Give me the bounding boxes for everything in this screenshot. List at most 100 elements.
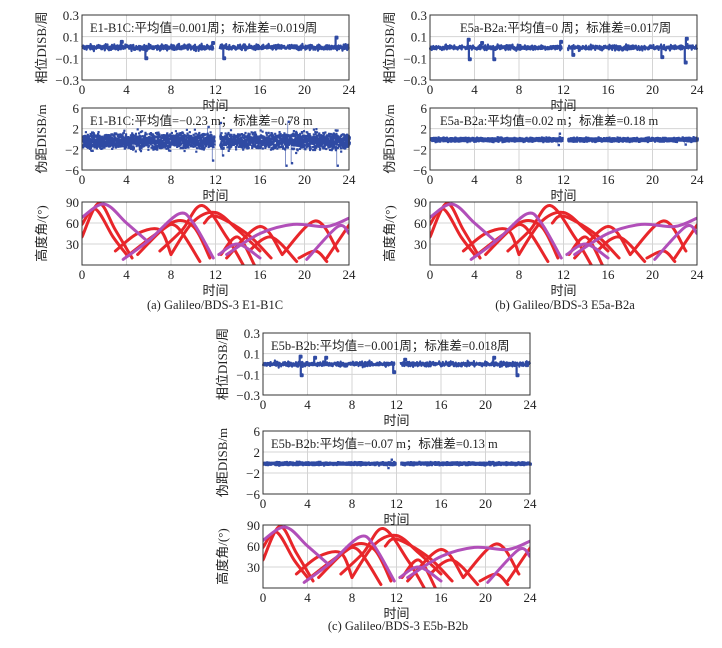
y-tick-label: 90 — [66, 195, 79, 210]
y-tick-label: 60 — [247, 539, 260, 554]
stats-annotation: E5b-B2b:平均值=−0.07 m；标准差=0.13 m — [271, 436, 498, 451]
y-tick-label: 2 — [421, 122, 428, 137]
plot-frame — [262, 524, 531, 589]
y-tick-label: −6 — [65, 163, 79, 178]
y-tick-label: 0.1 — [244, 347, 260, 362]
y-tick-label: 60 — [414, 216, 427, 231]
stats-annotation: E5a-B2a:平均值=0 周；标准差=0.017周 — [460, 20, 671, 35]
galileo-elevation-track — [461, 227, 521, 256]
figure-caption: (b) Galileo/BDS-3 E5a-B2a — [495, 298, 635, 312]
elevation-subplot: 0 4 8 12 16 20 24 90 60 30 高度角/(°) 时间 — [382, 195, 704, 298]
x-tick-label: 4 — [471, 267, 478, 282]
y-tick-label: 2 — [254, 445, 261, 460]
x-tick-label: 8 — [516, 267, 523, 282]
bds-elevation-track — [121, 211, 215, 261]
galileo-elevation-track — [550, 214, 621, 260]
y-tick-label: −0.3 — [403, 73, 427, 88]
x-tick-label: 0 — [260, 496, 267, 511]
galileo-elevation-track — [428, 558, 480, 586]
bds-elevation-track — [398, 565, 443, 583]
x-tick-label: 12 — [390, 496, 403, 511]
elevation-tracks — [263, 525, 530, 588]
bds-elevation-track — [263, 525, 329, 565]
y-axis-label: 相位DISB/周 — [382, 11, 397, 83]
bds-elevation-track — [406, 539, 530, 579]
x-tick-label: 0 — [79, 267, 86, 282]
x-tick-label: 8 — [349, 496, 356, 511]
stats-annotation: E1-B1C:平均值=0.001周；标准差=0.019周 — [90, 20, 317, 35]
x-tick-label: 16 — [435, 590, 449, 605]
x-tick-label: 8 — [516, 82, 523, 97]
galileo-elevation-track — [247, 235, 299, 263]
phase-subplot: 0 4 8 12 16 20 24 0.3 0.1 −0.1 −0.3 相位DISB/周时间 E5b-B… — [215, 326, 537, 428]
elevation-subplot: 0 4 8 12 16 20 24 90 60 30 高度角/(°) 时间 — [34, 195, 356, 298]
y-axis-label: 高度角/(°) — [34, 205, 49, 261]
bds-elevation-track — [469, 211, 563, 261]
y-tick-label: 6 — [73, 101, 80, 116]
x-tick-label: 12 — [390, 590, 403, 605]
galileo-elevation-track — [263, 525, 315, 583]
y-tick-label: 0.3 — [63, 8, 79, 23]
x-tick-label: 0 — [79, 172, 86, 187]
x-axis-label: 时间 — [383, 512, 409, 527]
x-tick-label: 12 — [209, 172, 222, 187]
x-tick-label: 16 — [254, 172, 268, 187]
y-tick-label: 30 — [247, 560, 260, 575]
bds-elevation-track — [82, 202, 148, 242]
y-tick-label: 0.3 — [411, 8, 427, 23]
x-tick-label: 12 — [390, 397, 403, 412]
x-tick-label: 20 — [646, 172, 659, 187]
bds-elevation-track — [565, 242, 610, 260]
phase-subplot: 0 4 8 12 16 20 24 0.3 0.1 −0.1 −0.3 相位DISB/周时间 E1-B1… — [34, 8, 356, 113]
x-tick-label: 24 — [343, 267, 357, 282]
x-tick-label: 12 — [557, 82, 570, 97]
figure-caption: (a) Galileo/BDS-3 E1-B1C — [147, 298, 283, 312]
x-axis-label: 时间 — [202, 98, 228, 113]
stats-annotation: E1-B1C:平均值=−0.23 m；标准差=0.78 m — [90, 113, 313, 128]
x-tick-label: 24 — [691, 82, 705, 97]
galileo-elevation-track — [673, 223, 697, 260]
x-tick-label: 20 — [479, 496, 492, 511]
x-tick-label: 20 — [298, 267, 311, 282]
galileo-elevation-track — [113, 227, 173, 256]
y-tick-label: 6 — [254, 424, 261, 439]
x-tick-label: 16 — [602, 82, 616, 97]
y-tick-label: 90 — [247, 518, 260, 533]
y-tick-label: −0.1 — [403, 51, 427, 66]
plot-frame — [429, 107, 698, 171]
x-tick-label: 24 — [524, 496, 538, 511]
x-tick-label: 20 — [479, 590, 492, 605]
y-tick-label: 30 — [66, 237, 79, 252]
y-tick-label: −2 — [65, 142, 79, 157]
pseudorange-subplot: 0 4 8 12 16 20 2462−2−6伪距DISB/m时间E1-B1C:平均值=−0… — [34, 101, 356, 203]
x-tick-label: 0 — [260, 590, 267, 605]
galileo-elevation-track — [461, 542, 521, 579]
y-tick-label: −6 — [413, 163, 427, 178]
phase-subplot: 0 4 8 12 16 20 24 0.3 0.1 −0.1 −0.3 相位DISB/周时间 E5a-B… — [382, 8, 704, 113]
x-axis-label: 时间 — [202, 283, 228, 298]
x-tick-label: 24 — [343, 82, 357, 97]
disb-series — [81, 120, 351, 167]
elevation-tracks — [430, 202, 697, 265]
y-axis-label: 相位DISB/周 — [34, 11, 49, 83]
x-tick-label: 8 — [168, 82, 175, 97]
x-tick-label: 8 — [168, 267, 175, 282]
x-tick-label: 16 — [602, 267, 616, 282]
y-tick-label: 0.1 — [411, 30, 427, 45]
panel-b: 0 4 8 12 16 20 240.30.1−0.1−0.3相位DISB/周时间E5a-B… — [382, 8, 704, 312]
x-tick-label: 0 — [427, 82, 434, 97]
x-tick-label: 24 — [691, 267, 705, 282]
x-tick-label: 4 — [123, 82, 130, 97]
x-tick-label: 4 — [471, 82, 478, 97]
x-tick-label: 8 — [516, 172, 523, 187]
galileo-elevation-track — [82, 202, 134, 260]
galileo-elevation-track — [294, 550, 354, 579]
x-tick-label: 20 — [646, 82, 659, 97]
x-tick-label: 12 — [209, 82, 222, 97]
bds-elevation-track — [305, 224, 349, 261]
galileo-elevation-track — [325, 223, 349, 260]
disb-series — [81, 35, 350, 61]
x-tick-label: 8 — [168, 172, 175, 187]
plot-frame — [429, 201, 698, 266]
x-tick-label: 24 — [343, 172, 357, 187]
